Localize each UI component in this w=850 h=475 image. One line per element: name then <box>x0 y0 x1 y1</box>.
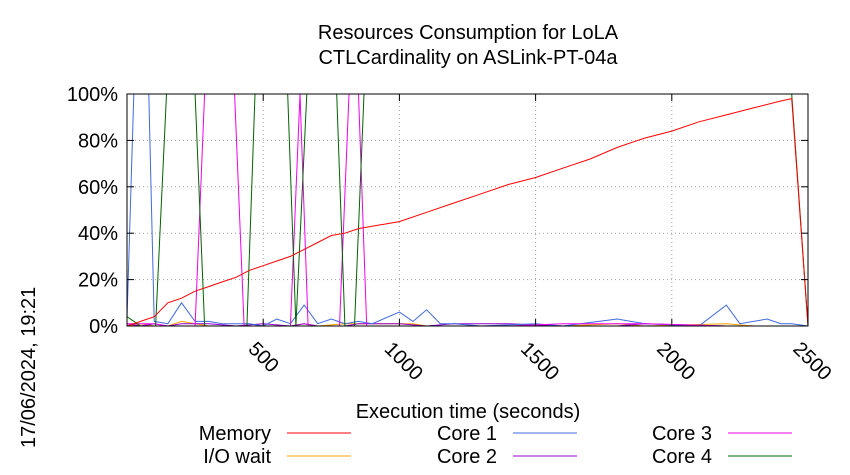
legend-label-core-3: Core 3 <box>652 423 712 445</box>
timestamp: 17/06/2024, 19:21 <box>18 287 40 448</box>
legend-label-core-4: Core 4 <box>652 446 712 468</box>
y-axis: 0% 20% 40% 60% 80% 100% <box>67 84 808 338</box>
y-tick-label: 20% <box>78 270 118 292</box>
series-group <box>126 93 809 327</box>
series-line-memory <box>126 97 809 327</box>
x-tick-label: 1500 <box>516 338 563 385</box>
series-line-core-4 <box>126 93 809 327</box>
chart-title-line-2: CTLCardinality on ASLink-PT-04a <box>318 47 618 69</box>
legend-label-i-o-wait: I/O wait <box>203 446 271 468</box>
x-tick-label: 2000 <box>652 338 699 385</box>
y-tick-label: 0% <box>89 316 118 338</box>
y-tick-label: 60% <box>78 177 118 199</box>
legend-label-core-2: Core 2 <box>437 446 497 468</box>
x-tick-label: 500 <box>244 338 283 377</box>
plot-frame <box>126 93 809 327</box>
grid <box>127 94 808 326</box>
x-axis-label: Execution time (seconds) <box>356 401 581 423</box>
x-tick-label: 1000 <box>380 338 427 385</box>
y-tick-label: 40% <box>78 223 118 245</box>
y-tick-label: 80% <box>78 130 118 152</box>
legend-label-core-1: Core 1 <box>437 423 497 445</box>
x-tick-label: 2500 <box>788 338 835 385</box>
legend-label-memory: Memory <box>199 423 271 445</box>
chart-title-line-1: Resources Consumption for LoLA <box>318 22 619 44</box>
y-tick-label: 100% <box>67 84 118 106</box>
series-line-core-3 <box>127 93 808 327</box>
series-line-core-1 <box>126 93 809 327</box>
x-axis: 500 1000 1500 2000 2500 <box>244 94 835 385</box>
